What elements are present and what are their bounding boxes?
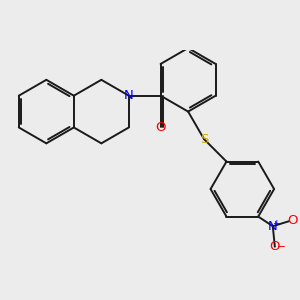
Text: N: N [268,220,278,233]
Text: O: O [287,214,298,226]
Text: O: O [270,240,280,253]
Text: +: + [272,219,280,228]
Text: S: S [200,133,208,146]
Text: −: − [277,242,285,252]
Text: N: N [124,89,134,102]
Text: O: O [155,121,166,134]
